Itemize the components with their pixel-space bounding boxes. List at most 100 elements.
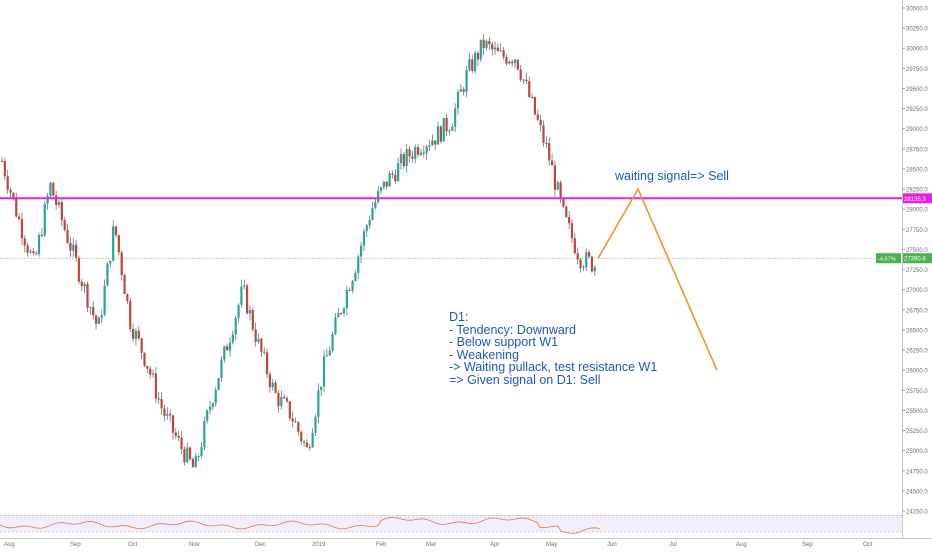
candle-body [69, 242, 72, 251]
candle-body [308, 447, 311, 449]
candle-body [354, 272, 357, 281]
candle-body [340, 312, 343, 314]
candle-body [531, 96, 534, 98]
candle-body [519, 69, 522, 80]
candle-body [0, 160, 4, 162]
candle-body [257, 338, 260, 342]
candle-body [405, 149, 408, 167]
candle-body [379, 187, 383, 192]
candle-body [314, 416, 317, 433]
candle-body [479, 39, 482, 60]
price-tick-label: 26250.0 [906, 349, 928, 355]
candle-body [166, 413, 169, 416]
candle-body [322, 356, 326, 387]
candle-body [240, 286, 243, 305]
candle-body [377, 191, 380, 203]
candle-body [391, 173, 394, 175]
candle-body [399, 154, 403, 164]
candle-body [77, 257, 81, 282]
candle-body [123, 274, 126, 295]
candle-body [60, 202, 63, 221]
candle-body [283, 396, 286, 399]
candle-body [6, 176, 9, 190]
candle-body [211, 403, 214, 407]
candle-body [29, 251, 32, 253]
candle-body [411, 156, 414, 159]
candle-body [163, 408, 166, 416]
candle-body [394, 174, 397, 182]
candle-body [485, 40, 488, 49]
candle-body [502, 50, 505, 57]
time-tick-label: Apr [490, 542, 499, 548]
candle-body [573, 238, 576, 254]
candle-body [465, 70, 468, 92]
candle-body [223, 346, 226, 360]
candle-body [291, 418, 294, 422]
time-tick-label: May [546, 542, 557, 548]
candle-body [570, 223, 574, 239]
price-tick-label: 29500.0 [906, 87, 928, 93]
candle-body [271, 382, 274, 388]
candle-body [174, 432, 177, 436]
candle-body [151, 373, 155, 375]
candle-body [149, 368, 152, 375]
price-tick-label: 29750.0 [906, 67, 928, 73]
candle-body [234, 317, 237, 335]
candle-body [576, 253, 579, 260]
candle-body [180, 437, 183, 449]
candle-body [169, 413, 172, 416]
candle-body [143, 352, 146, 366]
candle-body [265, 352, 269, 375]
candle-body [55, 195, 58, 205]
candle-body [508, 61, 511, 64]
candle-body [516, 59, 519, 70]
candle-body [208, 406, 212, 411]
candle-body [297, 422, 300, 432]
candle-body [456, 91, 460, 109]
rsi-band [0, 517, 902, 532]
candle-body [92, 307, 95, 316]
price-tick-label: 26750.0 [906, 308, 928, 314]
candle-body [183, 448, 186, 463]
candle-body [268, 374, 271, 388]
candle-body [428, 145, 431, 147]
candle-body [231, 334, 234, 343]
candle-body [559, 182, 562, 199]
candle-body [499, 50, 502, 52]
candle-body [585, 252, 588, 268]
candle-body [545, 142, 548, 144]
candle-body [397, 163, 400, 182]
candle-body [362, 231, 366, 246]
candle-body [374, 202, 377, 208]
candle-body [371, 207, 374, 220]
last-price-tag [903, 253, 932, 264]
time-tick-label: Feb [376, 542, 387, 548]
candle-body [408, 149, 411, 157]
candle-body [513, 59, 517, 64]
candle-body [351, 280, 354, 291]
price-tick-label: 25250.0 [906, 429, 928, 435]
candle-body [260, 338, 263, 352]
candle-body [436, 126, 440, 145]
candles [0, 33, 596, 468]
candle-body [126, 294, 129, 302]
candle-body [220, 359, 223, 379]
candle-body [80, 281, 83, 287]
price-tick-label: 27750.0 [906, 228, 928, 234]
candle-body [579, 259, 582, 269]
candle-body [49, 182, 52, 196]
candle-body [459, 89, 462, 92]
candle-body [482, 39, 485, 49]
candle-body [448, 130, 451, 132]
candle-body [342, 308, 346, 314]
candle-body [542, 125, 545, 143]
candle-body [476, 52, 480, 60]
candle-body [402, 154, 405, 167]
candle-body [328, 350, 331, 356]
time-tick-label: Jun [607, 542, 617, 548]
candle-body [590, 256, 594, 272]
candle-body [288, 401, 291, 419]
candle-body [533, 96, 537, 115]
